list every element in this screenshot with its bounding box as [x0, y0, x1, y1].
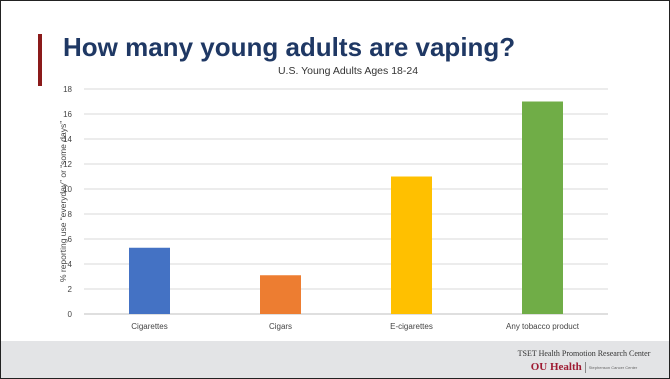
- footer-band: [1, 341, 669, 378]
- y-tick-label: 4: [68, 260, 73, 269]
- x-tick-label: Cigars: [269, 322, 292, 331]
- y-tick-label: 2: [68, 285, 73, 294]
- x-axis-ticks: Cigarettes Cigars E-cigarettes Any tobacco …: [131, 322, 579, 331]
- y-tick-label: 6: [68, 235, 73, 244]
- bar-e-cigarettes: [391, 176, 432, 314]
- y-tick-label: 0: [68, 310, 73, 319]
- x-tick-label: Cigarettes: [131, 322, 167, 331]
- logo-center-name: TSET Health Promotion Research Center: [517, 349, 651, 358]
- title-accent-bar: [38, 34, 42, 86]
- gridlines: [84, 88, 608, 315]
- logo-subtitle: Stephenson Cancer Center: [588, 364, 638, 370]
- bar-cigars: [260, 275, 301, 314]
- y-axis-label: % reporting use “everyday” or “some days…: [58, 121, 68, 282]
- ou-health-logo: TSET Health Promotion Research Center OU…: [505, 349, 663, 377]
- ou-health-wordmark: OU Health: [530, 361, 582, 373]
- logo-divider: [584, 361, 586, 373]
- y-tick-label: 10: [63, 185, 72, 194]
- bar-cigarettes: [129, 247, 170, 314]
- bars: [129, 101, 563, 314]
- bar-any-tobacco-product: [522, 101, 563, 314]
- slide-title: How many young adults are vaping?: [63, 32, 516, 62]
- y-tick-label: 16: [63, 110, 72, 119]
- y-tick-label: 12: [63, 160, 72, 169]
- logo-row: OU Health Stephenson Cancer Center: [505, 361, 663, 373]
- chart-title: U.S. Young Adults Ages 18-24: [278, 65, 418, 77]
- y-tick-label: 18: [63, 85, 72, 94]
- x-tick-label: Any tobacco product: [506, 322, 580, 331]
- y-tick-label: 14: [63, 135, 72, 144]
- y-axis-ticks: 0 2 4 6 8 10 12 14 16 18: [63, 85, 72, 319]
- x-tick-label: E-cigarettes: [390, 322, 433, 331]
- y-tick-label: 8: [68, 210, 73, 219]
